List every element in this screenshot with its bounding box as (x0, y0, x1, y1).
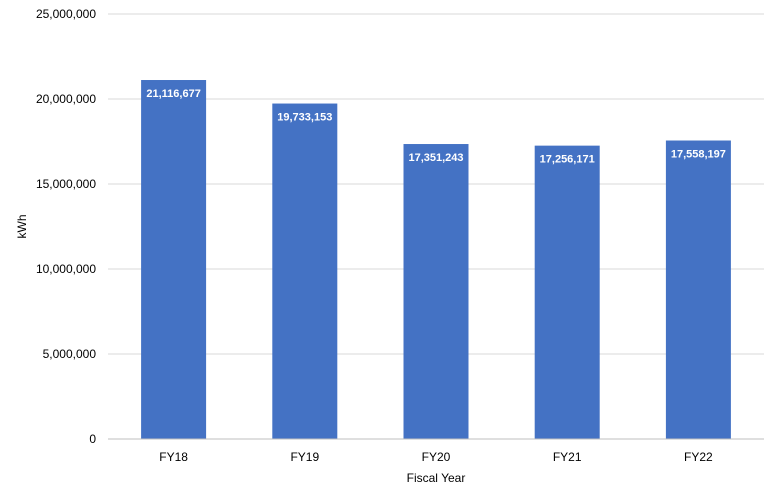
x-tick-label: FY18 (159, 450, 188, 464)
y-tick-label: 20,000,000 (36, 92, 96, 106)
data-label-fy18: 21,116,677 (146, 88, 200, 100)
y-tick-label: 0 (89, 432, 96, 446)
bar-fy21 (534, 145, 600, 440)
bars (141, 80, 731, 440)
bar-fy22 (665, 140, 731, 439)
x-tick-label: FY22 (684, 450, 713, 464)
bar-fy20 (403, 144, 469, 439)
y-axis-title: kWh (15, 215, 29, 239)
data-label-fy19: 19,733,153 (277, 112, 332, 124)
y-tick-label: 5,000,000 (43, 347, 97, 361)
y-tick-label: 25,000,000 (36, 7, 96, 21)
data-label-fy21: 17,256,171 (540, 154, 595, 166)
x-tick-label: FY21 (553, 450, 582, 464)
y-tick-label: 15,000,000 (36, 177, 96, 191)
bar-fy18 (141, 80, 207, 440)
data-label-fy20: 17,351,243 (408, 152, 463, 164)
x-axis-ticks: FY18 FY19 FY20 FY21 FY22 (159, 450, 713, 464)
y-axis-ticks: 0 5,000,000 10,000,000 15,000,000 20,000,000… (36, 7, 96, 446)
bar-fy19 (272, 103, 338, 439)
x-tick-label: FY19 (290, 450, 319, 464)
x-tick-label: FY20 (422, 450, 451, 464)
y-tick-label: 10,000,000 (36, 262, 96, 276)
x-axis-title: Fiscal Year (407, 471, 466, 485)
data-labels: 21,116,677 19,733,153 17,351,243 17,256,171… (146, 88, 726, 166)
data-label-fy22: 17,558,197 (671, 149, 726, 161)
